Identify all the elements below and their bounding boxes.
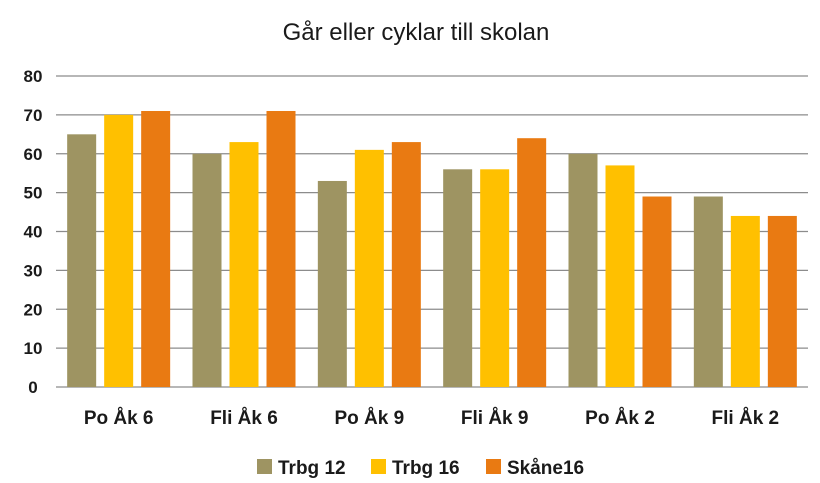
bar [443,169,473,387]
legend-swatch [486,459,501,474]
y-tick-label: 20 [24,300,43,319]
bar [767,215,797,387]
bar [104,114,134,387]
x-tick-label: Po Åk 6 [84,408,154,429]
y-tick-label: 30 [24,261,43,280]
x-tick-label: Fli Åk 9 [461,408,529,429]
legend-swatch [371,459,386,474]
legend-label: Trbg 16 [392,458,460,479]
bar [605,165,635,387]
y-tick-label: 60 [24,145,43,164]
bar [317,180,347,387]
chart-title: Går eller cyklar till skolan [283,19,550,46]
legend: Trbg 12 Trbg 16 Skåne16 [257,458,584,479]
x-tick-label: Fli Åk 2 [712,408,780,429]
bar [517,138,547,387]
legend-label: Trbg 12 [278,458,346,479]
bar [480,169,510,387]
bar [266,110,296,388]
x-tick-label: Po Åk 2 [585,408,655,429]
x-axis-ticks: Po Åk 6 Fli Åk 6 Po Åk 9 Fli Åk 9 Po Åk 2 Fli… [84,408,779,429]
bar [192,153,222,387]
bar [229,142,259,387]
y-tick-label: 0 [28,378,37,397]
y-tick-label: 50 [24,184,43,203]
bar [642,196,672,387]
bar [391,142,421,387]
y-tick-label: 10 [24,339,43,358]
legend-swatch [257,459,272,474]
bar [693,196,723,387]
y-tick-label: 80 [24,67,43,86]
y-tick-label: 40 [24,223,43,242]
gridlines [56,75,808,388]
legend-label: Skåne16 [507,458,584,479]
y-tick-label: 70 [24,106,43,125]
x-tick-label: Fli Åk 6 [210,408,278,429]
y-axis-ticks: 0 10 20 30 40 50 60 70 80 [24,67,43,397]
bar [67,134,97,387]
bar [568,153,598,387]
bars [67,110,797,388]
bar [354,149,384,387]
bar [730,215,760,387]
x-tick-label: Po Åk 9 [334,408,404,429]
bar [141,110,171,388]
